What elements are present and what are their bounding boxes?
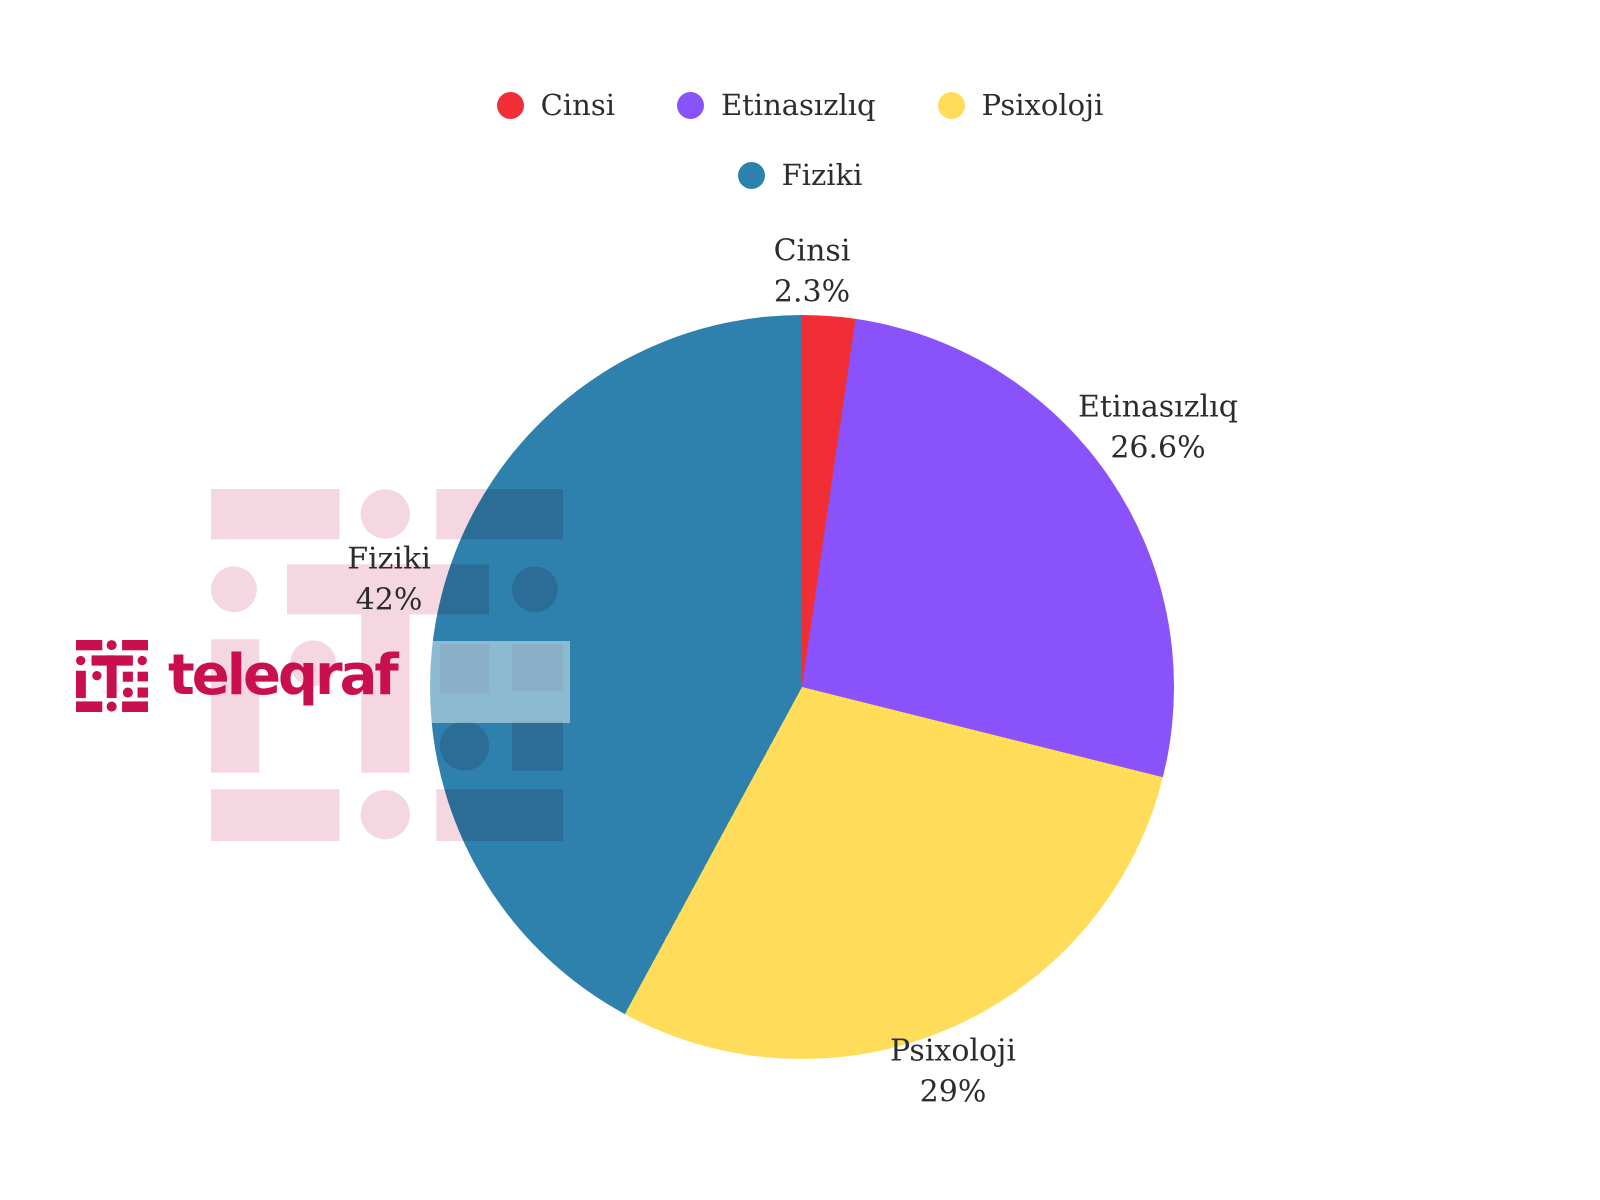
teleqraf-logo-icon: [76, 640, 148, 712]
legend-dot-psixoloji: [937, 91, 965, 119]
slice-label-value: 42%: [355, 582, 423, 617]
legend-item-etinasizliq[interactable]: Etinasızlıq: [676, 88, 876, 122]
legend: Cinsi Etinasızlıq Psixoloji Fiziki: [0, 88, 1600, 192]
slice-label-name: Fiziki: [347, 541, 431, 577]
slice-label-value: 29%: [919, 1074, 987, 1109]
slice-label-name: Cinsi: [773, 233, 851, 269]
slice-label-cinsi: Cinsi 2.3%: [774, 232, 851, 313]
legend-item-cinsi[interactable]: Cinsi: [496, 88, 615, 122]
teleqraf-logo: teleqraf: [76, 640, 399, 712]
slice-label-value: 2.3%: [773, 274, 851, 309]
slice-label-name: Etinasızlıq: [1078, 389, 1238, 425]
legend-label: Psixoloji: [981, 88, 1104, 122]
legend-label: Etinasızlıq: [720, 88, 876, 122]
slice-label-fiziki: Fiziki 42%: [347, 540, 431, 621]
legend-item-psixoloji[interactable]: Psixoloji: [937, 88, 1104, 122]
slice-label-etinasizliq: Etinasızlıq 26.6%: [1078, 388, 1238, 469]
legend-item-fiziki[interactable]: Fiziki: [737, 158, 863, 192]
legend-dot-cinsi: [496, 91, 524, 119]
legend-dot-etinasizliq: [676, 91, 704, 119]
legend-dot-fiziki: [737, 161, 765, 189]
watermark-light-band: [428, 641, 570, 723]
slice-label-name: Psixoloji: [890, 1033, 1016, 1069]
slice-label-value: 26.6%: [1110, 430, 1206, 465]
slice-label-psixoloji: Psixoloji 29%: [890, 1032, 1016, 1113]
teleqraf-wordmark: teleqraf: [168, 643, 399, 708]
legend-row-2: Fiziki: [737, 158, 863, 192]
legend-row-1: Cinsi Etinasızlıq Psixoloji: [496, 88, 1104, 122]
legend-label: Cinsi: [540, 88, 615, 122]
legend-label: Fiziki: [781, 158, 863, 192]
